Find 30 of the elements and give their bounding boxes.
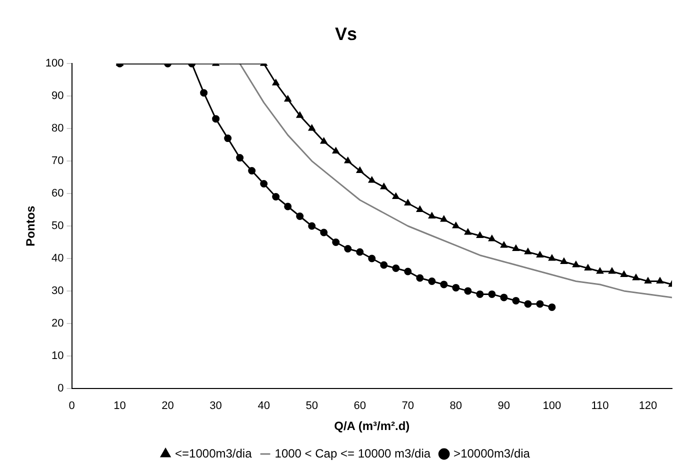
- y-axis-title: Pontos: [24, 205, 38, 246]
- x-axis-title: Q/A (m³/m².d): [334, 419, 410, 434]
- x-tick-label: 10: [114, 400, 126, 412]
- y-tick-label: 90: [52, 90, 64, 102]
- y-tick-label: 0: [58, 382, 64, 394]
- x-tick-label: 90: [498, 400, 510, 412]
- y-tick-label: 60: [52, 188, 64, 200]
- x-tick-label: 20: [162, 400, 174, 412]
- legend-label: >10000m3/dia: [454, 446, 530, 460]
- chart-title: Vs: [334, 24, 358, 44]
- y-tick-label: 50: [52, 220, 64, 232]
- x-tick-label: 60: [354, 400, 366, 412]
- x-tick-label: 70: [402, 400, 414, 412]
- x-tick-label: 110: [591, 400, 609, 412]
- y-tick-label: 70: [52, 155, 64, 168]
- x-tick-label: 100: [542, 400, 562, 412]
- x-tick-label: 50: [306, 400, 318, 412]
- y-tick-label: 20: [52, 317, 64, 330]
- x-tick-label: 40: [258, 400, 270, 412]
- legend-label: <=1000m3/dia: [175, 446, 252, 460]
- x-tick-label: 0: [68, 400, 75, 412]
- y-tick-label: 10: [52, 350, 64, 362]
- y-tick-label: 80: [52, 122, 64, 135]
- x-tick-label: 120: [638, 400, 658, 412]
- y-tick-label: 40: [52, 252, 64, 265]
- y-tick-label: 100: [45, 58, 64, 70]
- x-tick-label: 80: [450, 400, 462, 412]
- x-tick-label: 30: [210, 400, 222, 412]
- y-tick-label: 30: [52, 284, 64, 297]
- legend-label: 1000 < Cap <= 10000 m3/dia: [274, 446, 431, 460]
